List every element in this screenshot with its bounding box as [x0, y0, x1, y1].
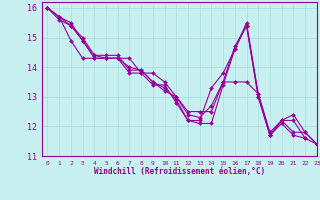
X-axis label: Windchill (Refroidissement éolien,°C): Windchill (Refroidissement éolien,°C) — [94, 167, 265, 176]
